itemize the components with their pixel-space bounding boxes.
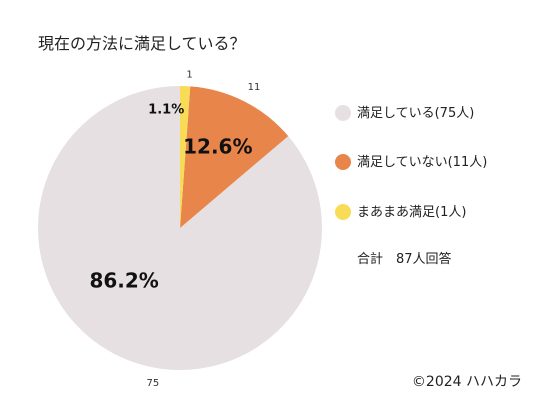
slice-percent-label: 86.2% <box>89 269 158 293</box>
total-respondents: 合計 87人回答 <box>357 251 452 267</box>
legend-entry: まあまあ満足(1人) <box>357 205 466 220</box>
slice-count-label: 1 <box>186 69 192 80</box>
copyright: ©2024 ハハカラ <box>412 374 522 390</box>
slice-percent-label: 1.1% <box>148 103 184 118</box>
legend-entry: 満足している(75人) <box>357 106 474 121</box>
slice-count-label: 11 <box>248 82 261 93</box>
legend-entry: 満足していない(11人) <box>357 155 487 170</box>
pie-slice <box>180 86 191 228</box>
legend-swatch <box>335 154 351 170</box>
legend: 満足している(75人) 満足していない(11人) まあまあ満足(1人) <box>335 105 487 220</box>
legend-swatch <box>335 105 351 121</box>
pie-slices <box>38 86 322 370</box>
legend-swatch <box>335 204 351 220</box>
slice-count-label: 75 <box>147 378 160 389</box>
chart-title: 現在の方法に満足している？ <box>38 34 246 53</box>
slice-percent-label: 12.6% <box>183 134 252 158</box>
pie-labels: 86.2% 75 12.6% 11 1.1% 1 <box>89 69 260 389</box>
pie-slice <box>180 86 289 228</box>
